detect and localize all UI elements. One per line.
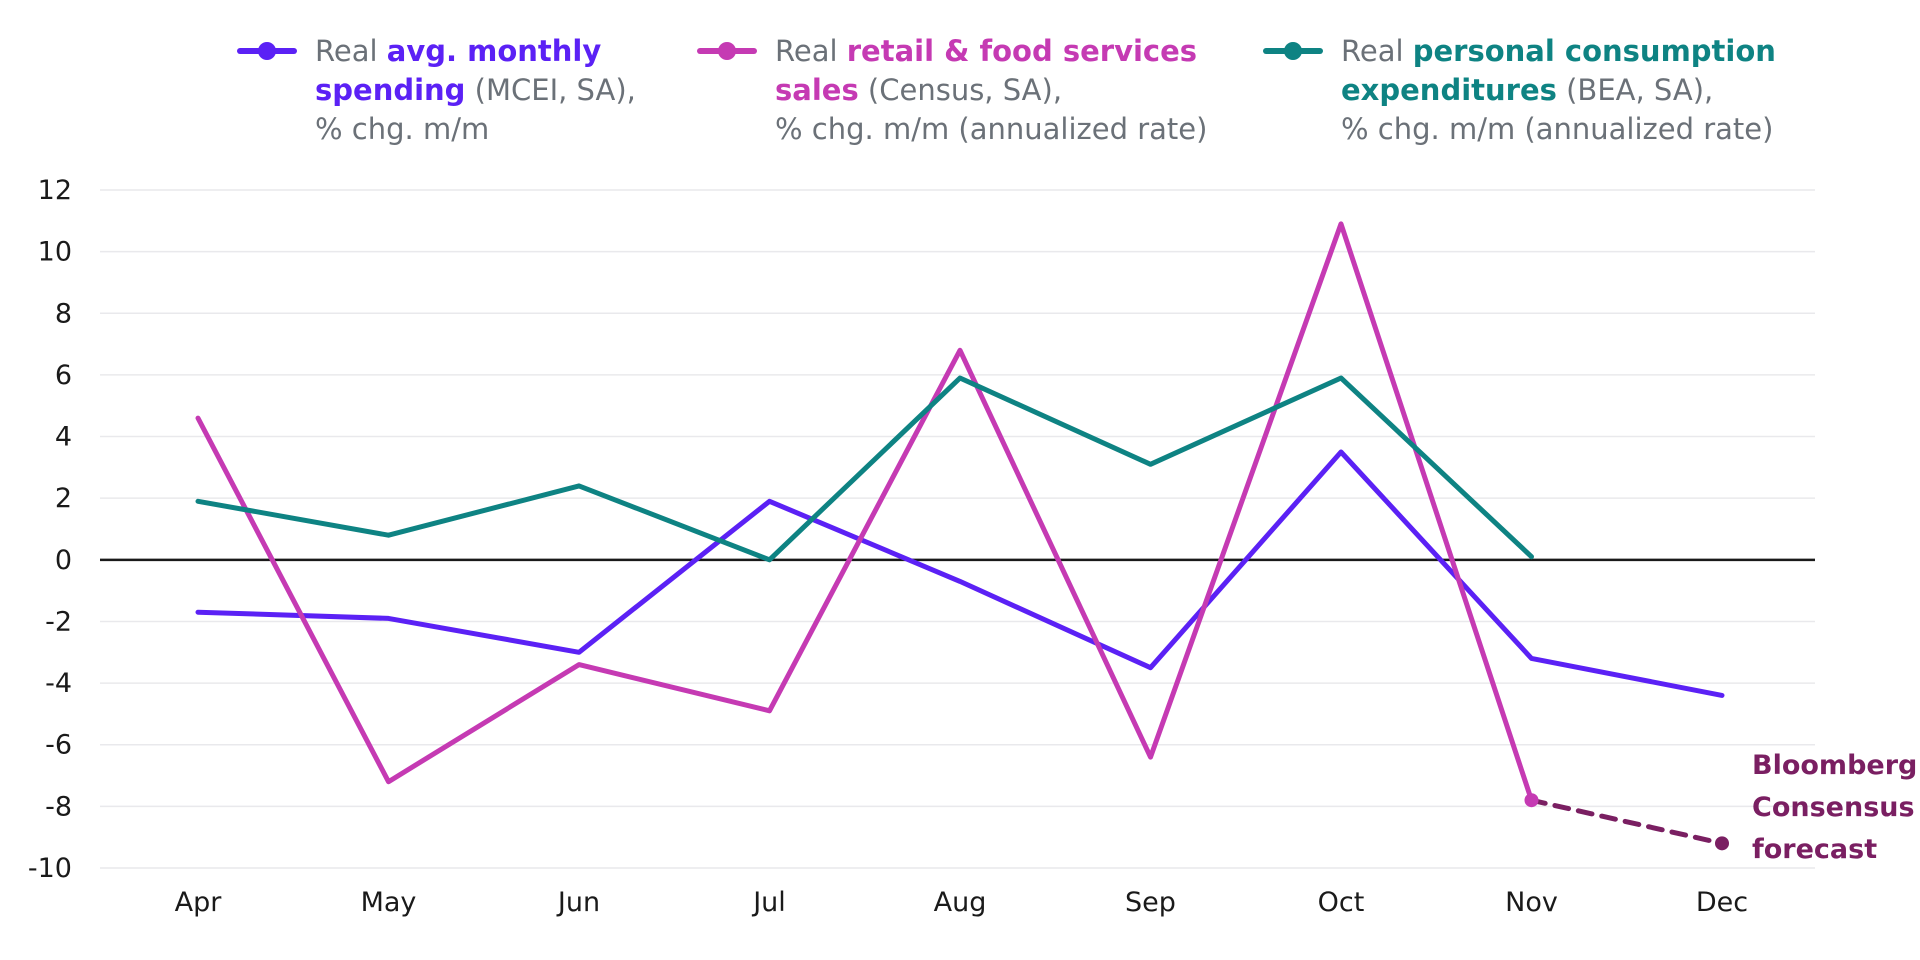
forecast-annotation-line: Bloomberg <box>1752 750 1917 781</box>
series <box>195 221 1725 803</box>
x-tick-label: Apr <box>175 887 223 918</box>
y-tick-label: 2 <box>55 483 72 514</box>
legend-text-segment: % chg. m/m (annualized rate) <box>1341 112 1773 146</box>
legend-text-segment: Real <box>775 34 847 68</box>
legend-text-line: % chg. m/m (annualized rate) <box>1341 112 1773 146</box>
y-tick-label: 10 <box>38 237 72 268</box>
legend-text-segment: retail & food services <box>847 34 1197 68</box>
axes: 12 10 8 6 4 2 0 -2 -4 -6 -8 -10 Apr May Jun Jul Aug Sep Oc… <box>28 175 1815 918</box>
forecast-start-point <box>1524 793 1539 808</box>
legend-text-line: Real retail & food services <box>775 34 1197 68</box>
y-tick-label: 12 <box>38 175 72 206</box>
legend-text-segment: spending <box>315 73 465 107</box>
y-tick-label: 8 <box>55 298 72 329</box>
legend-text-segment: Real <box>315 34 387 68</box>
legend-item-mcei: Real avg. monthly spending (MCEI, SA), % c… <box>237 34 636 146</box>
legend-swatch-dot <box>718 42 736 60</box>
legend-text-segment: avg. monthly <box>387 34 602 68</box>
x-tick-label: Oct <box>1318 887 1365 918</box>
y-tick-label: 0 <box>55 545 72 576</box>
y-tick-label: 4 <box>55 422 72 453</box>
legend-text-line: expenditures (BEA, SA), <box>1341 73 1713 107</box>
legend-text-line: Real personal consumption <box>1341 34 1776 68</box>
legend-swatch-dot <box>1284 42 1302 60</box>
legend-item-census: Real retail & food services sales (Census… <box>697 34 1207 146</box>
legend-text-line: Real avg. monthly <box>315 34 601 68</box>
legend-text-segment: (MCEI, SA), <box>465 73 635 107</box>
y-tick-label: -4 <box>45 668 72 699</box>
y-tick-label: -8 <box>45 791 72 822</box>
y-tick-label: -10 <box>28 853 72 884</box>
y-tick-label: -2 <box>45 606 72 637</box>
legend-text-segment: expenditures <box>1341 73 1557 107</box>
legend-text-segment: % chg. m/m (annualized rate) <box>775 112 1207 146</box>
x-tick-label: Nov <box>1505 887 1558 918</box>
legend-text-segment: (BEA, SA), <box>1557 73 1713 107</box>
series-line-census <box>195 221 1534 803</box>
legend-text-line: % chg. m/m (annualized rate) <box>775 112 1207 146</box>
legend-text-line: spending (MCEI, SA), <box>315 73 636 107</box>
forecast-annotation-line: Consensus <box>1752 792 1915 823</box>
legend-text-segment: personal consumption <box>1413 34 1776 68</box>
x-tick-label: Jul <box>751 887 786 918</box>
series-line-mcei <box>195 449 1725 698</box>
x-tick-label: May <box>361 887 417 918</box>
legend-swatch-dot <box>258 42 276 60</box>
x-tick-label: Aug <box>934 887 987 918</box>
forecast-end-point <box>1715 836 1729 851</box>
y-tick-label: -6 <box>45 730 72 761</box>
x-tick-label: Sep <box>1125 887 1176 918</box>
legend: Real avg. monthly spending (MCEI, SA), % c… <box>237 34 1776 146</box>
forecast-line <box>1529 797 1725 846</box>
legend-text-segment: Real <box>1341 34 1413 68</box>
forecast-annotation-line: forecast <box>1752 834 1877 865</box>
series-line-bea <box>195 375 1534 563</box>
legend-item-bea: Real personal consumption expenditures (B… <box>1263 34 1776 146</box>
annotations: Bloomberg Consensus forecast <box>1524 750 1917 865</box>
legend-text-segment: sales <box>775 73 859 107</box>
y-tick-label: 6 <box>55 360 72 391</box>
x-tick-label: Dec <box>1696 887 1748 918</box>
x-tick-label: Jun <box>556 887 600 918</box>
legend-text-segment: (Census, SA), <box>859 73 1062 107</box>
legend-text-segment: % chg. m/m <box>315 112 489 146</box>
legend-text-line: % chg. m/m <box>315 112 489 146</box>
legend-text-line: sales (Census, SA), <box>775 73 1062 107</box>
